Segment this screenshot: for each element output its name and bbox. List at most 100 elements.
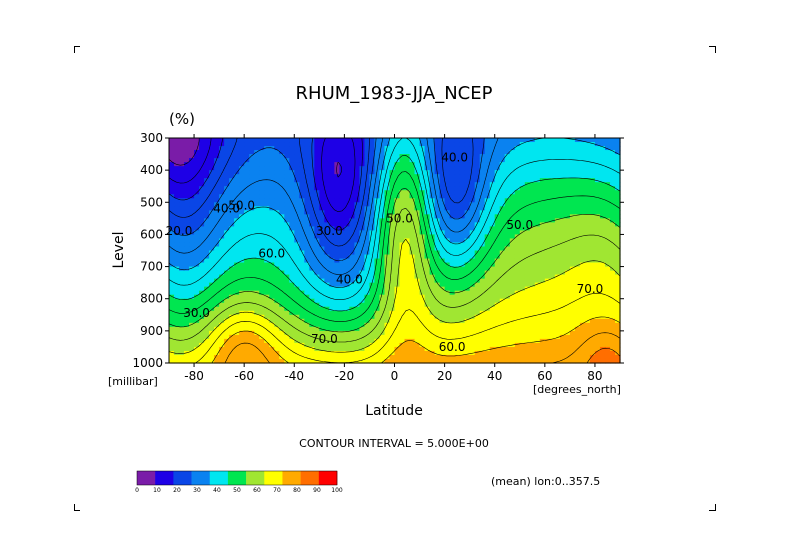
field-cell — [484, 350, 491, 356]
field-cell — [454, 178, 461, 183]
field-cell — [564, 146, 571, 151]
field-cell — [489, 302, 496, 308]
field-cell — [559, 314, 566, 320]
field-cell — [214, 238, 220, 244]
field-cell — [484, 326, 491, 332]
field-cell — [209, 322, 215, 328]
field-cell — [259, 194, 265, 199]
field-cell — [484, 270, 491, 276]
field-cell — [199, 262, 205, 268]
field-cell — [294, 158, 300, 163]
field-cell — [444, 166, 451, 171]
field-cell — [174, 278, 180, 284]
field-cell — [384, 326, 391, 332]
field-cell — [354, 138, 361, 143]
field-cell — [479, 354, 486, 360]
field-cell — [404, 174, 411, 179]
field-cell — [339, 258, 345, 264]
field-cell — [494, 310, 501, 316]
field-cell — [364, 198, 371, 203]
field-cell — [499, 326, 506, 332]
field-cell — [594, 198, 601, 203]
field-cell — [204, 206, 210, 211]
field-cell — [529, 186, 536, 191]
field-cell — [299, 154, 305, 159]
field-cell — [244, 286, 250, 292]
field-cell — [324, 290, 330, 296]
field-cell — [204, 186, 210, 191]
field-cell — [474, 250, 481, 256]
field-cell — [289, 230, 295, 236]
field-cell — [584, 222, 591, 227]
field-cell — [264, 282, 270, 288]
field-cell — [339, 354, 345, 360]
field-cell — [494, 286, 501, 292]
field-cell — [189, 182, 195, 187]
field-cell — [484, 306, 491, 312]
field-cell — [224, 318, 230, 324]
field-cell — [334, 214, 340, 219]
field-cell — [519, 158, 526, 163]
field-cell — [539, 186, 546, 191]
field-cell — [584, 186, 591, 191]
field-cell — [559, 218, 566, 223]
field-cell — [334, 146, 340, 151]
field-cell — [544, 226, 551, 232]
field-cell — [594, 146, 601, 151]
field-cell — [439, 262, 446, 268]
field-cell — [269, 186, 275, 191]
field-cell — [259, 294, 265, 300]
field-cell — [574, 206, 581, 211]
field-cell — [559, 334, 566, 340]
field-cell — [304, 150, 310, 155]
field-cell — [419, 354, 426, 360]
field-cell — [364, 194, 371, 199]
field-cell — [509, 170, 516, 175]
field-cell — [399, 306, 406, 312]
field-cell — [289, 210, 295, 215]
field-cell — [544, 310, 551, 316]
field-cell — [559, 182, 566, 187]
field-cell — [514, 326, 521, 332]
field-cell — [294, 194, 300, 199]
field-cell — [419, 322, 426, 328]
field-cell — [279, 342, 285, 348]
field-cell — [484, 322, 491, 328]
field-cell — [344, 290, 350, 296]
field-cell — [259, 266, 265, 272]
field-cell — [439, 354, 446, 360]
field-cell — [544, 334, 551, 340]
field-cell — [224, 198, 230, 203]
field-cell — [499, 162, 506, 167]
field-cell — [299, 282, 305, 288]
field-cell — [239, 286, 245, 292]
field-cell — [264, 214, 270, 219]
field-cell — [269, 250, 275, 256]
field-cell — [584, 330, 591, 336]
field-cell — [474, 262, 481, 268]
field-cell — [544, 218, 551, 223]
field-cell — [259, 250, 265, 256]
field-cell — [609, 346, 616, 352]
field-cell — [194, 258, 200, 264]
field-cell — [279, 194, 285, 199]
field-cell — [219, 274, 225, 280]
field-cell — [609, 338, 616, 344]
field-cell — [209, 358, 215, 364]
field-cell — [329, 346, 335, 352]
field-cell — [599, 270, 606, 276]
field-cell — [229, 310, 235, 316]
field-cell — [409, 182, 416, 187]
field-cell — [349, 330, 356, 336]
field-cell — [169, 178, 175, 183]
field-cell — [319, 334, 325, 340]
field-cell — [604, 230, 611, 236]
field-cell — [509, 302, 516, 308]
field-cell — [399, 338, 406, 344]
field-cell — [344, 342, 350, 348]
field-cell — [474, 318, 481, 324]
field-cell — [604, 294, 611, 300]
field-cell — [264, 354, 270, 360]
field-cell — [354, 226, 361, 232]
field-cell — [314, 210, 320, 215]
